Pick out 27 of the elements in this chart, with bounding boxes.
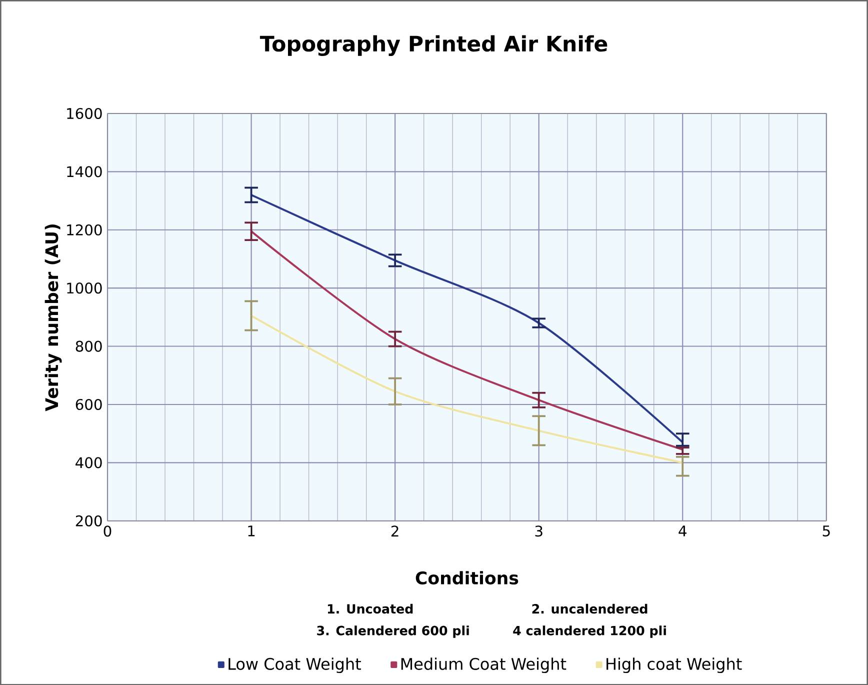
legend-label: Medium Coat Weight: [401, 657, 566, 673]
y-tick-label: 1600: [67, 108, 102, 119]
legend-label: High coat Weight: [606, 657, 742, 673]
text: 2. uncalendered: [532, 604, 648, 614]
line-series: [250, 230, 684, 450]
x-tick-label: 2: [391, 525, 398, 536]
x-tick-label: 1: [248, 525, 255, 536]
text: 4 calendered 1200 pli: [513, 625, 666, 638]
y-tick-label: 1400: [67, 166, 102, 178]
x-tick-label: 5: [822, 525, 830, 536]
legend-label: Low Coat Weight: [228, 657, 361, 673]
chart-title: Topography Printed Air Knife: [260, 35, 608, 56]
y-tick-label: 1000: [67, 282, 102, 294]
x-tick-label: 4: [678, 525, 686, 536]
x-axis-title: Conditions: [416, 570, 518, 584]
x-tick-label: 3: [535, 525, 542, 537]
y-tick-label: 600: [76, 398, 102, 410]
y-tick-label: 800: [76, 340, 102, 352]
text: 3. Calendered 600 pli: [317, 625, 469, 638]
y-tick-label: 400: [76, 457, 102, 468]
x-tick-label: 0: [104, 525, 112, 537]
y-tick-label: 200: [76, 515, 102, 526]
line-series: [250, 194, 684, 444]
text: 1. Uncoated: [328, 604, 413, 614]
y-tick-label: 1200: [67, 224, 102, 236]
y-axis-title: Verity number (AU): [44, 224, 62, 412]
line-series: [250, 314, 684, 464]
